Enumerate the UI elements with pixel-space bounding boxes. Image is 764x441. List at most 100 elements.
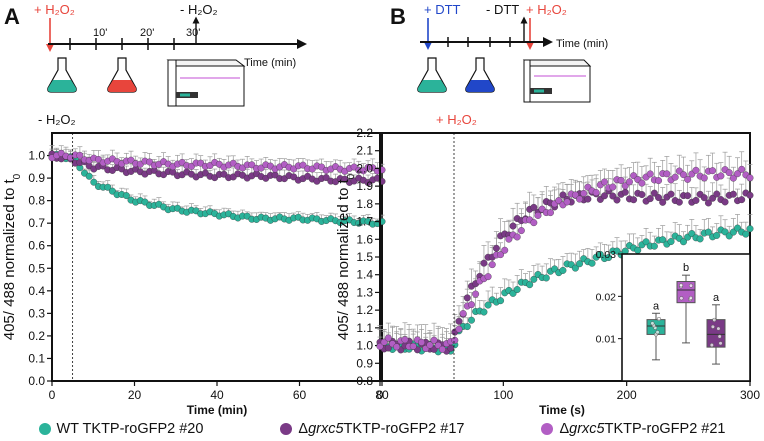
b-timeline-axis-label: Time (min)	[556, 38, 608, 50]
chart-b-points	[376, 165, 754, 356]
data-point	[380, 338, 388, 346]
data-point	[559, 266, 567, 274]
inset-group-letter: b	[683, 262, 689, 274]
ytick-label: 0.3	[28, 306, 45, 320]
data-point	[601, 192, 608, 200]
data-point	[513, 233, 521, 241]
data-point	[704, 199, 712, 207]
data-point	[609, 183, 617, 191]
data-point	[650, 242, 658, 250]
ytick-label: 1.5	[356, 250, 373, 264]
data-point	[601, 178, 608, 186]
data-point	[76, 151, 84, 159]
data-point	[584, 195, 592, 203]
data-point	[530, 219, 538, 227]
data-point	[530, 203, 538, 211]
ytick-label: 0.6	[28, 239, 45, 253]
ytick-label: 1.6	[356, 232, 373, 246]
panel-b-letter: B	[390, 4, 406, 29]
data-point	[734, 170, 742, 178]
data-point	[667, 190, 675, 198]
data-point	[492, 244, 500, 252]
chart-b-errorbars	[377, 151, 753, 352]
legend-text-grxc5-17: TKTP-roGFP2 #17	[343, 421, 465, 437]
data-point	[409, 342, 417, 350]
data-point	[571, 264, 579, 272]
legend-italic-grxc5-17: grxc5	[308, 421, 344, 437]
inset-point	[710, 324, 715, 329]
b-dtt-remove-label: - DTT	[486, 2, 519, 17]
chart-b: 405/ 488 normalized to t0 Time (s) 0.80.…	[335, 126, 760, 417]
ytick-label: 0.1	[28, 351, 45, 365]
data-point	[634, 246, 642, 254]
xtick-label: 300	[740, 388, 760, 402]
data-point	[393, 343, 401, 351]
data-point	[104, 183, 112, 191]
data-point	[655, 194, 663, 202]
data-point	[576, 260, 584, 268]
inset-point	[655, 330, 660, 335]
data-point	[526, 281, 534, 289]
chart-a-xlabel: Time (min)	[187, 403, 247, 417]
ytick-label: 0.5	[28, 261, 45, 275]
ytick-label: 1.3	[356, 285, 373, 299]
data-point	[692, 166, 700, 174]
data-point	[576, 195, 584, 203]
chart-a-ticks: 0.0 0.1 0.2 0.3 0.4 0.5 0.6 0.7 0.8 0.9 1.0 0 20 40 60…	[28, 149, 389, 402]
inset-group-letter: a	[713, 292, 720, 304]
xtick-label: 0	[377, 388, 384, 402]
data-point	[122, 192, 130, 200]
data-point	[384, 334, 392, 342]
data-point	[426, 341, 434, 349]
data-point	[680, 171, 687, 179]
ytick-label: 2.1	[356, 144, 373, 158]
data-point	[659, 236, 667, 244]
data-point	[630, 196, 638, 204]
b-below-label: + H₂O₂	[436, 112, 477, 127]
a-plate-reader-icon	[166, 59, 246, 107]
data-point	[638, 179, 646, 187]
data-point	[721, 228, 729, 236]
inset-ytick-label: 0.01	[596, 334, 617, 346]
data-point	[613, 196, 621, 204]
data-point	[738, 165, 746, 173]
inset-point	[679, 296, 684, 301]
data-point	[85, 172, 93, 180]
data-point	[146, 158, 154, 166]
red-flask-icon	[107, 57, 137, 93]
legend-item-wt: WT TKTP-roGFP2 #20	[38, 421, 203, 437]
data-point	[463, 294, 471, 302]
inset-point	[718, 341, 723, 346]
xtick-label: 200	[617, 388, 637, 402]
data-point	[376, 342, 384, 350]
b-dtt-add-label: + DTT	[424, 2, 461, 17]
b-h2o2-add-label: + H₂O₂	[526, 2, 567, 17]
data-point	[451, 336, 459, 344]
data-point	[592, 189, 600, 197]
data-point	[467, 316, 475, 324]
ytick-label: 0.8	[28, 194, 45, 208]
ytick-label: 1.4	[356, 268, 373, 282]
data-point	[472, 290, 480, 298]
xtick-label: 40	[210, 388, 224, 402]
panel-a-letter: A	[4, 4, 20, 29]
xtick-label: 20	[128, 388, 142, 402]
data-point	[488, 261, 496, 269]
data-point	[513, 286, 521, 294]
legend-prefix-grxc5-17: Δ	[298, 421, 309, 437]
ytick-label: 1.0	[28, 149, 45, 163]
green-flask-icon	[47, 57, 77, 93]
legend-marker-wt	[38, 423, 51, 435]
data-point	[746, 191, 754, 199]
inset-point	[650, 321, 655, 326]
ytick-label: 1.9	[356, 179, 373, 193]
chart-b-inset: 0.01 0.02 0.03 a b a	[596, 249, 751, 382]
inset-point	[712, 317, 717, 322]
xtick-label: 80	[375, 388, 389, 402]
inset-point	[656, 316, 662, 322]
data-point	[467, 301, 475, 309]
data-point	[141, 198, 149, 206]
data-point	[625, 178, 633, 186]
